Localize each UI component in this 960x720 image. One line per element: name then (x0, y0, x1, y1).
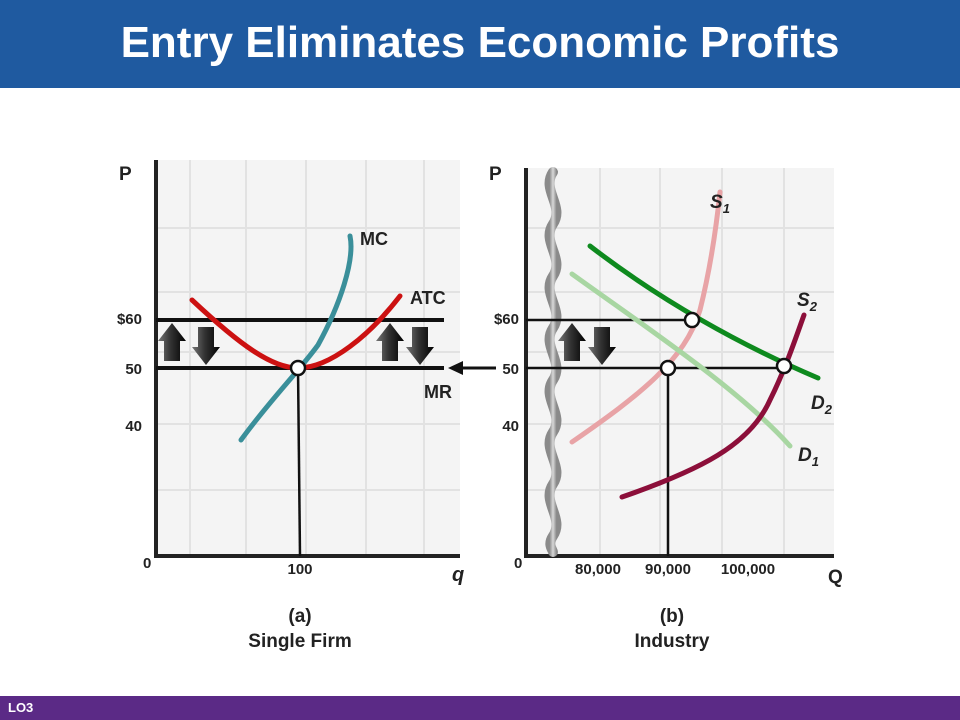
panel-a-caption-name: Single Firm (248, 631, 352, 652)
d1-label-main: D (798, 445, 812, 466)
panel-a-tick-50: 50 (125, 361, 142, 378)
panel-b: P $60 50 40 0 80,000 90,000 100,000 Q S1… (489, 164, 843, 588)
title-bar (0, 0, 960, 88)
panel-b-q-tick-100000: 100,000 (721, 561, 775, 578)
panel-a-zero: 0 (143, 555, 151, 572)
down-arrow-icon (588, 327, 616, 365)
up-arrow-icon (558, 323, 586, 361)
down-arrow-icon (406, 327, 434, 365)
panel-b-tick-60: $60 (494, 311, 519, 328)
s1-label: S1 (710, 192, 730, 216)
panel-a-equilibrium-point (289, 359, 307, 377)
d1-label-sub: 1 (812, 454, 819, 469)
panel-a-caption-letter: (a) (288, 606, 312, 627)
s1-label-main: S (710, 192, 723, 213)
panel-b-point-initial (683, 311, 701, 329)
footer-label: LO3 (8, 700, 34, 715)
up-arrow-icon (376, 323, 404, 361)
panel-a-tick-40: 40 (125, 418, 142, 435)
panel-a: P $60 50 40 0 100 q MC ATC MR (117, 160, 464, 586)
up-arrow-icon (158, 323, 186, 361)
connecting-arrow (448, 361, 496, 375)
panel-b-q-label: Q (828, 567, 843, 588)
panel-a-q-label: q (452, 564, 464, 586)
s1-label-sub: 1 (723, 201, 730, 216)
panel-a-caption: (a) Single Firm (200, 604, 400, 654)
mr-label: MR (424, 382, 452, 402)
slide-title: Entry Eliminates Economic Profits (120, 18, 840, 67)
panel-b-grid (526, 168, 834, 556)
atc-label: ATC (410, 288, 446, 308)
panel-b-q-tick-80000: 80,000 (575, 561, 621, 578)
panel-b-tick-40: 40 (502, 418, 519, 435)
d2-label-sub: 2 (824, 402, 833, 417)
panel-b-q-tick-90000: 90,000 (645, 561, 691, 578)
arrow-left-icon (448, 361, 463, 375)
s2-label-sub: 2 (809, 299, 818, 314)
mc-label: MC (360, 229, 388, 249)
panel-b-arrows (558, 323, 616, 365)
s2-curve (619, 312, 807, 500)
d1-curve (569, 271, 793, 449)
panel-b-tick-50: 50 (502, 361, 519, 378)
panel-b-caption-name: Industry (634, 631, 710, 652)
mc-curve (238, 233, 354, 443)
panel-b-point-s1-d1 (659, 359, 677, 377)
panel-a-p-label: P (119, 164, 132, 185)
d2-label: D2 (811, 393, 833, 417)
panel-a-tick-60: $60 (117, 311, 142, 328)
panel-a-arrows-right (376, 323, 434, 365)
s2-label: S2 (797, 290, 818, 314)
panel-b-caption: (b) Industry (572, 604, 772, 654)
s2-label-main: S (797, 290, 810, 311)
axis-break-squiggle (544, 167, 562, 557)
d1-label: D1 (798, 445, 819, 469)
panel-a-q-dropline (296, 367, 302, 557)
panel-b-zero: 0 (514, 555, 522, 572)
panel-b-caption-letter: (b) (659, 606, 685, 627)
d2-label-main: D (811, 393, 825, 414)
panel-a-q-tick: 100 (287, 561, 312, 578)
footer-bar (0, 696, 960, 720)
panel-b-p-label: P (489, 164, 502, 185)
panel-b-point-s2-d2 (775, 357, 793, 375)
panel-a-arrows-left (158, 323, 220, 365)
down-arrow-icon (192, 327, 220, 365)
